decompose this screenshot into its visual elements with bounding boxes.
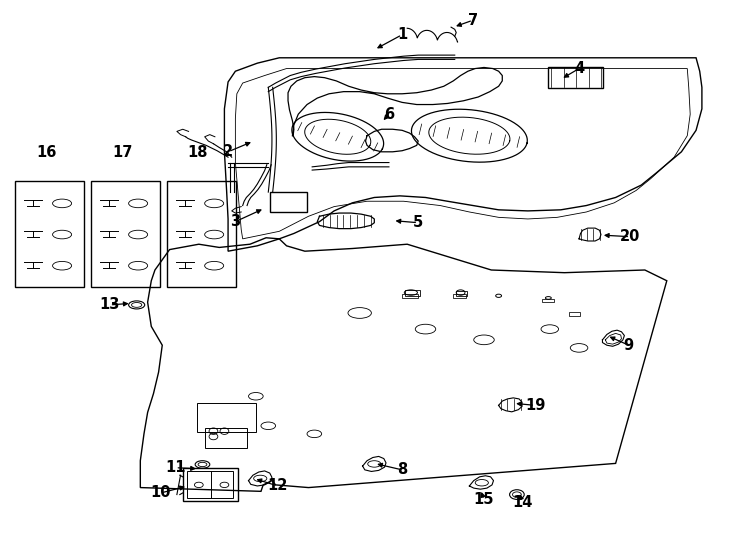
Bar bbox=[205, 428, 247, 448]
Text: 19: 19 bbox=[525, 398, 545, 413]
Bar bbox=[15, 181, 84, 287]
Text: 8: 8 bbox=[397, 462, 407, 477]
Text: 5: 5 bbox=[413, 215, 424, 230]
Bar bbox=[548, 67, 603, 89]
Bar bbox=[542, 299, 554, 302]
Bar bbox=[457, 292, 467, 296]
Text: 12: 12 bbox=[268, 478, 288, 494]
Bar bbox=[183, 468, 238, 501]
Text: 17: 17 bbox=[112, 145, 132, 160]
Text: 2: 2 bbox=[223, 144, 233, 159]
Bar bbox=[187, 471, 233, 498]
Text: 3: 3 bbox=[230, 214, 241, 229]
Text: 7: 7 bbox=[468, 13, 478, 28]
Text: 15: 15 bbox=[473, 492, 494, 508]
Text: 6: 6 bbox=[384, 107, 394, 122]
Text: 1: 1 bbox=[397, 27, 407, 42]
Text: 14: 14 bbox=[512, 495, 532, 510]
Text: 20: 20 bbox=[620, 229, 641, 244]
Bar bbox=[90, 181, 160, 287]
Bar bbox=[405, 291, 420, 296]
Text: 13: 13 bbox=[99, 298, 120, 313]
Bar bbox=[402, 294, 418, 298]
Text: 10: 10 bbox=[150, 485, 171, 501]
Bar bbox=[270, 192, 307, 212]
Text: 18: 18 bbox=[187, 145, 208, 160]
Bar bbox=[569, 313, 580, 316]
Text: 9: 9 bbox=[624, 338, 634, 353]
Text: 16: 16 bbox=[37, 145, 57, 160]
Bar bbox=[197, 403, 256, 432]
Text: 11: 11 bbox=[165, 460, 186, 475]
Text: 4: 4 bbox=[574, 61, 584, 76]
Bar bbox=[167, 181, 236, 287]
Bar bbox=[454, 294, 466, 298]
